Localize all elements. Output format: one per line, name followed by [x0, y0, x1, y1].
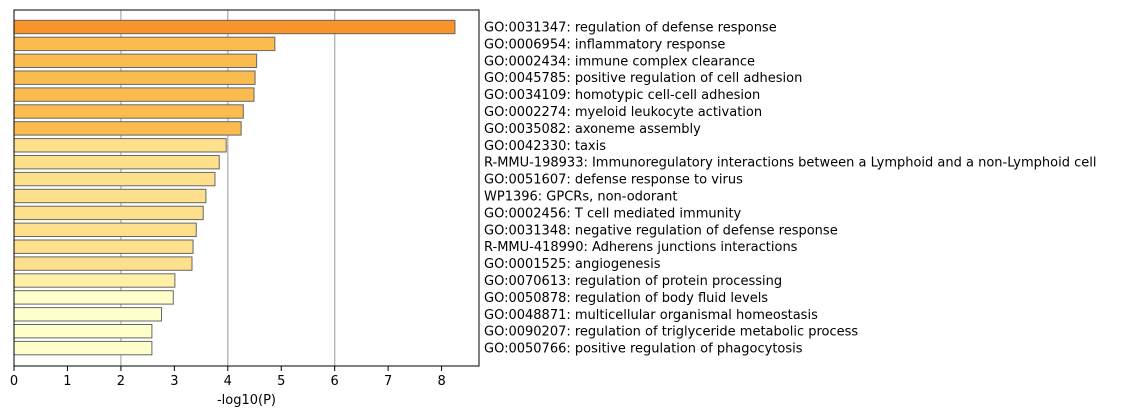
x-tick-label: 1 [63, 374, 71, 389]
x-tick-label: 6 [331, 374, 339, 389]
category-label: R-MMU-418990: Adherens junctions interac… [484, 240, 798, 255]
category-label: GO:0048871: multicellular organismal hom… [484, 308, 818, 323]
bar [13, 256, 193, 271]
category-label: GO:0045785: positive regulation of cell … [484, 71, 802, 86]
category-label: GO:0070613: regulation of protein proces… [484, 274, 782, 289]
category-label: GO:0001525: angiogenesis [484, 257, 661, 272]
x-tick-label: 2 [117, 374, 125, 389]
category-label: WP1396: GPCRs, non-odorant [484, 190, 678, 205]
category-label: GO:0002274: myeloid leukocyte activation [484, 105, 762, 120]
grid-lines [120, 10, 336, 366]
plot-frame [13, 9, 480, 367]
bar [13, 138, 227, 153]
category-label: GO:0031347: regulation of defense respon… [484, 21, 777, 36]
bar [13, 307, 163, 322]
bar [13, 104, 244, 119]
bar [13, 290, 174, 305]
category-label: GO:0002434: immune complex clearance [484, 54, 755, 69]
category-label: GO:0031348: negative regulation of defen… [484, 223, 838, 238]
category-label: GO:0090207: regulation of triglyceride m… [484, 325, 858, 340]
bar [13, 239, 194, 254]
category-label: R-MMU-198933: Immunoregulatory interacti… [484, 156, 1096, 171]
bar [13, 222, 197, 238]
bars [13, 19, 456, 356]
bar [13, 340, 153, 356]
bar [13, 155, 220, 170]
x-axis-label: -log10(P) [217, 393, 276, 408]
category-label: GO:0050766: positive regulation of phago… [484, 342, 803, 357]
bar [13, 273, 176, 288]
bar [13, 19, 456, 35]
category-label: GO:0042330: taxis [484, 139, 606, 154]
x-tick-label: 3 [170, 374, 178, 389]
x-tick-label: 0 [10, 374, 18, 389]
x-tick-label: 5 [277, 374, 285, 389]
x-tick-label: 8 [437, 374, 445, 389]
bar [13, 188, 207, 204]
bar [13, 205, 204, 221]
bar [13, 324, 153, 339]
x-tick-label: 4 [224, 374, 232, 389]
category-label: GO:0006954: inflammatory response [484, 37, 725, 52]
x-tick-label: 7 [384, 374, 392, 389]
category-label: GO:0035082: axoneme assembly [484, 122, 701, 137]
bar [13, 53, 258, 68]
category-label: GO:0050878: regulation of body fluid lev… [484, 291, 768, 306]
bar [13, 87, 255, 102]
category-label: GO:0034109: homotypic cell-cell adhesion [484, 88, 760, 103]
bar [13, 121, 242, 136]
category-labels: GO:0031347: regulation of defense respon… [484, 21, 1096, 357]
category-label: GO:0002456: T cell mediated immunity [484, 206, 742, 221]
bar [13, 171, 216, 187]
category-label: GO:0051607: defense response to virus [484, 173, 743, 188]
x-axis-ticks: 0 1 2 3 4 5 6 7 8 [10, 366, 446, 389]
bar [13, 36, 276, 52]
bar [13, 70, 256, 85]
